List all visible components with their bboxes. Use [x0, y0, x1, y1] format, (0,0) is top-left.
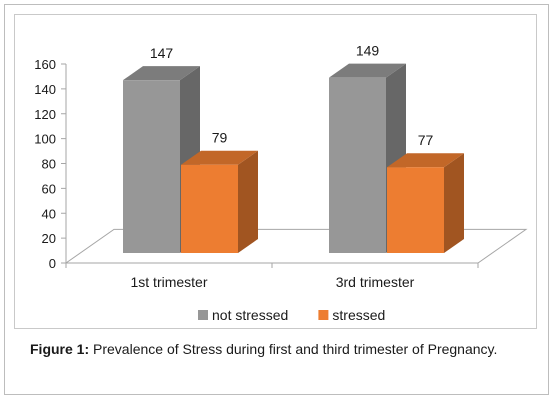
legend-swatch [318, 310, 329, 320]
legend-label: stressed [332, 307, 385, 323]
caption-label: Figure 1: [30, 341, 90, 357]
data-label: 149 [356, 43, 380, 59]
bar-top [387, 153, 464, 168]
data-label: 147 [150, 45, 174, 61]
x-tick-label: 1st trimester [130, 274, 207, 290]
y-tick-label: 140 [34, 82, 56, 97]
y-tick-label: 80 [42, 157, 56, 172]
bar [329, 77, 386, 254]
y-tick-label: 60 [42, 181, 56, 196]
bar-top [123, 66, 200, 81]
bar [181, 164, 238, 253]
figure-caption: Figure 1: Prevalence of Stress during fi… [30, 341, 524, 358]
bar [387, 167, 444, 253]
bar [123, 80, 180, 253]
y-tick-label: 20 [42, 231, 56, 246]
y-tick-label: 0 [49, 256, 56, 271]
legend-label: not stressed [212, 307, 288, 323]
y-tick-label: 40 [42, 206, 56, 221]
x-tick-label: 3rd trimester [336, 274, 415, 290]
y-tick-label: 160 [34, 57, 56, 72]
bar-top [181, 150, 258, 165]
caption-text: Prevalence of Stress during first and th… [93, 341, 498, 357]
bar-side [444, 153, 464, 253]
y-tick-label: 120 [34, 107, 56, 122]
legend-swatch [198, 310, 208, 320]
data-label: 79 [212, 130, 228, 146]
bar-top [329, 63, 406, 78]
data-label: 77 [418, 132, 434, 148]
bar-side [238, 150, 258, 253]
y-tick-label: 100 [34, 132, 56, 147]
